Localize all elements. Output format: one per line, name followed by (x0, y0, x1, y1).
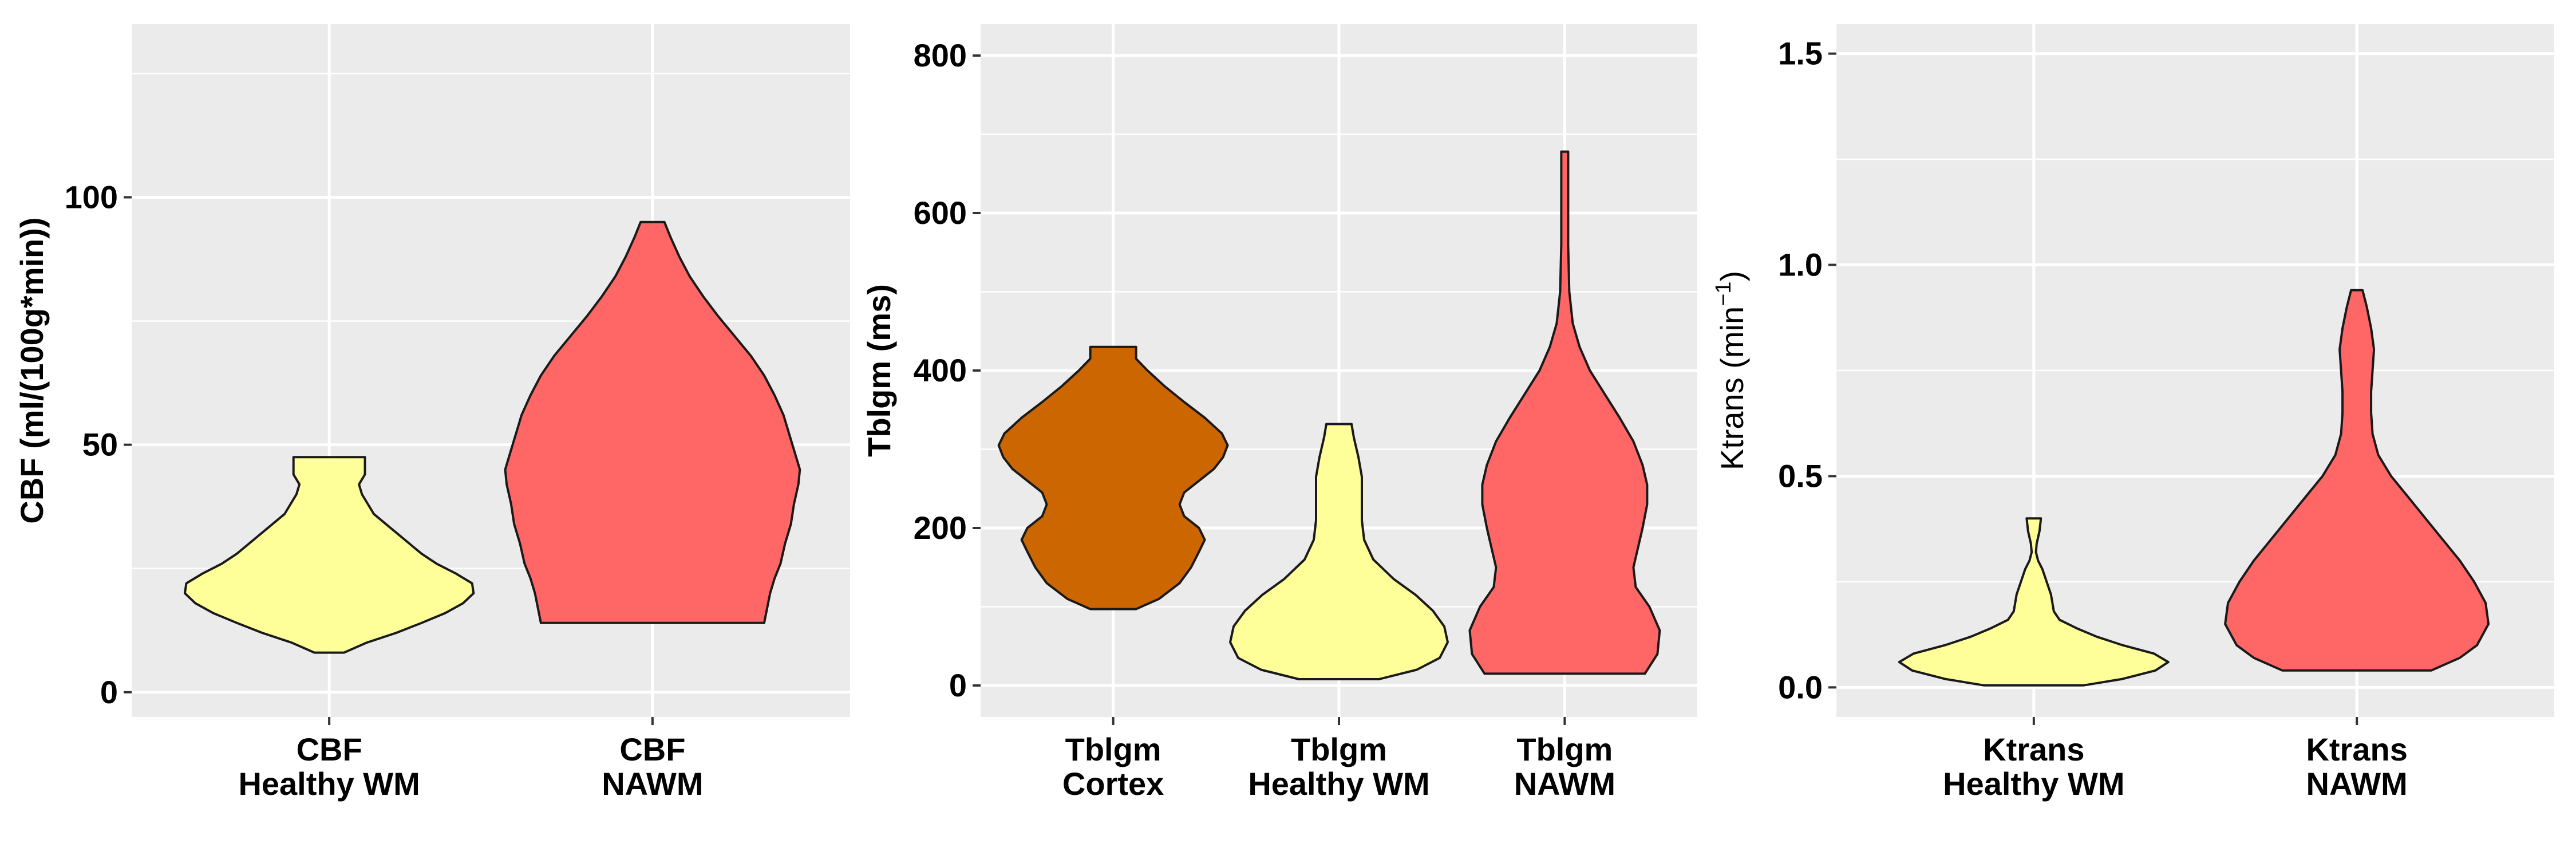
y-tick-label: 400 (914, 352, 967, 388)
y-tick-label: 100 (65, 179, 118, 215)
y-tick-label: 600 (914, 195, 967, 231)
violin-tblgm-cortex (997, 345, 1229, 610)
y-tick-label: 0 (949, 667, 967, 703)
x-category-label-line2: NAWM (602, 766, 703, 802)
x-category-label-line1: CBF (297, 731, 362, 767)
x-category-label-line2: Healthy WM (1943, 766, 2124, 802)
x-category-label-line1: Tblgm (1516, 731, 1613, 767)
y-axis-title: Ktrans (min−1) (1712, 271, 1750, 470)
x-category-label-line2: NAWM (2306, 766, 2408, 802)
x-category-label-line2: Healthy WM (1248, 766, 1429, 802)
y-axis-title: CBF (ml/(100g*min)) (14, 217, 50, 523)
violin-ktrans-nawm (2224, 289, 2490, 672)
y-tick-label: 0.0 (1778, 669, 1823, 705)
violin-cbf-nawm (504, 220, 801, 624)
violin-cbf-healthy-wm (183, 456, 475, 654)
x-category-label-line2: Healthy WM (238, 766, 420, 802)
y-tick-label: 800 (914, 37, 967, 73)
y-tick-label: 0 (100, 674, 118, 710)
x-category-label-line1: Ktrans (1983, 731, 2084, 767)
violin-ktrans-healthy-wm (1898, 517, 2170, 687)
y-tick-label: 1.5 (1778, 36, 1823, 72)
x-category-label-line2: Cortex (1062, 766, 1164, 802)
violin-tblgm-nawm (1468, 150, 1661, 675)
y-tick-label: 0.5 (1778, 458, 1823, 494)
x-category-label-line1: Tblgm (1065, 731, 1161, 767)
y-tick-label: 50 (82, 427, 118, 463)
y-axis-title: Tblgm (ms) (861, 284, 897, 457)
violin-tblgm-healthy-wm (1229, 423, 1449, 680)
x-category-label-line1: Tblgm (1291, 731, 1387, 767)
y-tick-label: 1.0 (1778, 247, 1823, 283)
y-tick-label: 200 (914, 510, 967, 546)
x-category-label-line1: Ktrans (2306, 731, 2407, 767)
x-category-label-line2: NAWM (1514, 766, 1615, 802)
x-category-label-line1: CBF (619, 731, 685, 767)
